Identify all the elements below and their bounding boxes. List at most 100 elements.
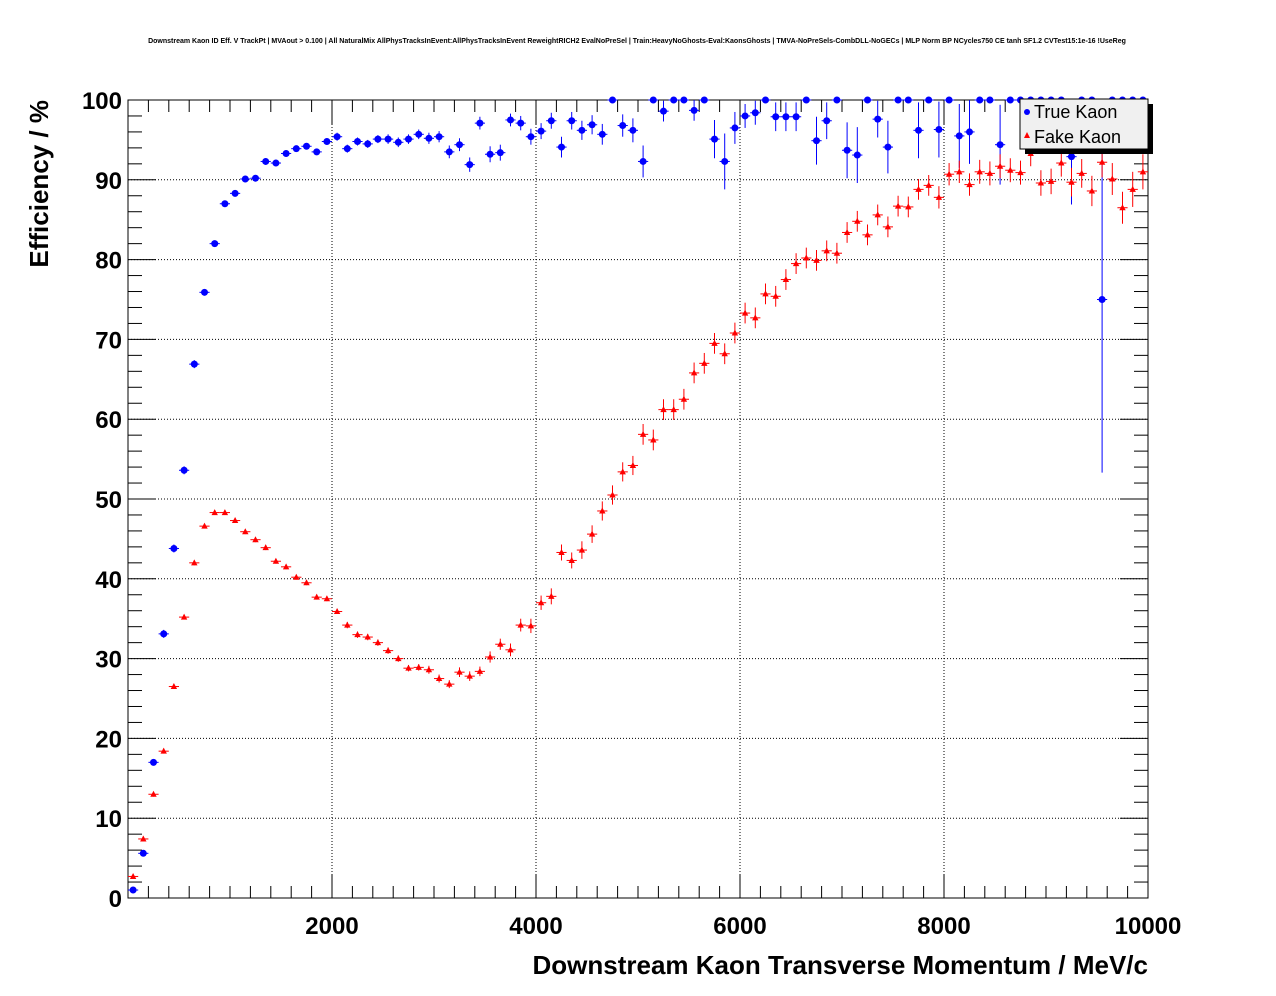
data-point	[933, 101, 944, 158]
point-marker	[833, 249, 841, 256]
data-point	[658, 399, 669, 420]
data-point	[801, 96, 812, 104]
point-marker	[976, 168, 983, 175]
data-point	[587, 525, 598, 543]
point-marker	[945, 170, 953, 177]
point-marker	[527, 622, 535, 629]
point-marker	[262, 544, 269, 551]
data-point	[913, 102, 924, 159]
point-marker	[966, 181, 973, 188]
data-point	[332, 132, 343, 141]
data-point	[1035, 170, 1046, 196]
point-marker	[476, 667, 484, 674]
point-marker	[548, 592, 555, 599]
data-point	[199, 288, 210, 296]
x-tick-label: 2000	[305, 913, 358, 940]
data-point	[689, 100, 700, 121]
data-point	[189, 360, 200, 369]
data-point	[801, 247, 812, 269]
point-marker	[405, 664, 412, 671]
y-tick-label: 10	[95, 806, 122, 833]
point-marker	[731, 329, 739, 336]
point-marker	[201, 522, 208, 529]
point-marker	[211, 240, 219, 248]
data-point	[1117, 191, 1128, 224]
point-marker	[272, 159, 280, 167]
point-marker	[894, 96, 902, 104]
data-point	[995, 154, 1006, 179]
data-point	[984, 96, 995, 104]
data-point	[291, 145, 302, 153]
data-point	[944, 96, 955, 104]
point-marker	[956, 168, 963, 175]
plot-area: 2000 4000 6000 8000 10000 0 10 20 30 40 50 60 70 80 9…	[82, 88, 1181, 940]
point-marker	[802, 96, 810, 104]
data-point	[485, 651, 496, 663]
data-point	[474, 116, 485, 130]
point-marker	[762, 96, 769, 104]
point-marker	[129, 886, 137, 894]
data-point	[505, 113, 516, 127]
data-point	[893, 195, 904, 217]
point-marker	[292, 145, 300, 153]
point-marker	[864, 96, 871, 104]
point-marker	[558, 143, 565, 151]
point-marker	[456, 668, 463, 675]
point-marker	[701, 359, 708, 366]
data-point	[709, 119, 720, 159]
point-marker	[476, 119, 484, 127]
data-point	[842, 222, 853, 243]
point-marker	[751, 109, 759, 117]
point-marker	[680, 96, 688, 104]
data-point	[699, 96, 710, 104]
data-point	[219, 200, 230, 208]
point-marker	[711, 135, 718, 143]
point-marker	[425, 666, 433, 673]
data-point	[627, 455, 638, 476]
point-marker	[1017, 169, 1024, 176]
point-marker	[782, 113, 790, 121]
point-marker	[925, 96, 933, 104]
point-marker	[752, 314, 759, 321]
data-point	[281, 563, 292, 570]
data-point	[719, 133, 730, 190]
data-point	[1127, 171, 1138, 207]
data-point	[393, 655, 404, 662]
point-marker	[966, 128, 973, 136]
point-marker	[854, 217, 861, 224]
data-point	[230, 189, 241, 197]
point-marker	[486, 150, 494, 158]
point-marker	[384, 135, 392, 143]
point-marker	[782, 276, 790, 283]
point-marker	[323, 137, 331, 145]
data-point	[454, 667, 465, 677]
point-marker	[1006, 96, 1014, 104]
data-point	[311, 148, 322, 156]
y-tick-label: 90	[95, 168, 122, 195]
data-point	[352, 631, 363, 638]
data-point	[168, 683, 179, 690]
data-point	[750, 307, 761, 329]
point-marker	[374, 135, 382, 143]
data-point	[576, 120, 587, 140]
point-marker	[996, 141, 1004, 149]
data-point	[413, 663, 424, 671]
data-point	[729, 322, 740, 344]
point-marker	[456, 141, 463, 149]
point-marker	[721, 157, 729, 165]
point-marker	[170, 683, 178, 690]
point-marker	[517, 119, 525, 127]
point-marker	[354, 631, 361, 638]
point-marker	[955, 132, 963, 140]
data-point	[1107, 163, 1118, 195]
point-marker	[1119, 204, 1126, 211]
point-marker	[425, 134, 433, 142]
data-point	[740, 103, 751, 128]
point-marker	[497, 640, 504, 647]
point-marker	[905, 203, 912, 210]
point-marker	[588, 121, 596, 129]
point-marker	[976, 96, 984, 104]
point-marker	[670, 406, 677, 413]
data-point	[893, 96, 904, 104]
point-marker	[823, 117, 831, 125]
